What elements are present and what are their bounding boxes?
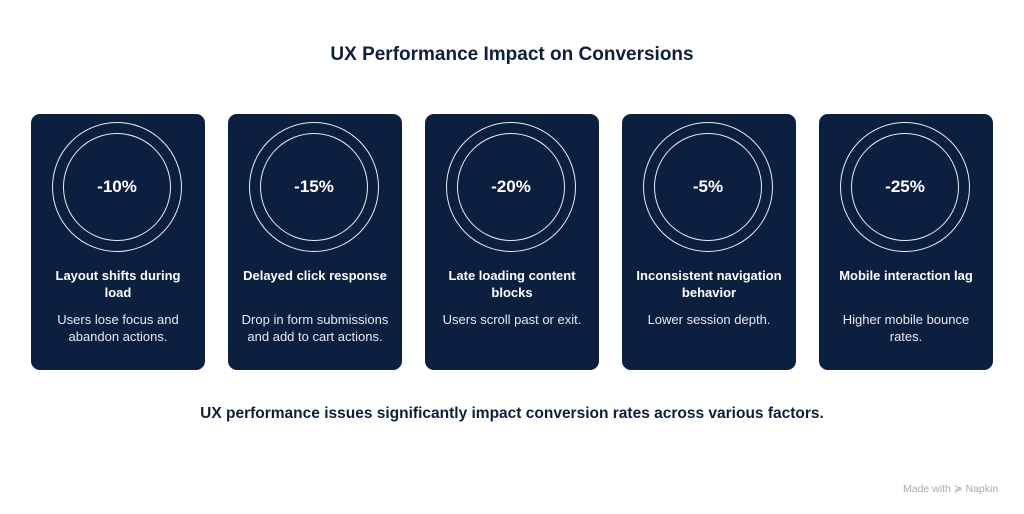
outer-ring xyxy=(446,122,576,252)
impact-value: -25% xyxy=(851,133,959,241)
card-description: Higher mobile bounce rates. xyxy=(842,312,970,344)
impact-card: -20% Late loading content blocks Users scr… xyxy=(425,114,599,370)
impact-card: -10% Layout shifts during load Users lose … xyxy=(31,114,205,370)
impact-value: -15% xyxy=(260,133,368,241)
outer-ring xyxy=(52,122,182,252)
impact-card: -15% Delayed click response Drop in form s… xyxy=(228,114,402,370)
impact-value: -10% xyxy=(63,133,171,241)
impact-card: -5% Inconsistent navigation behavior Lower… xyxy=(622,114,796,370)
card-heading: Inconsistent navigation behavior xyxy=(636,268,782,300)
impact-value: -5% xyxy=(654,133,762,241)
card-description: Drop in form submissions and add to cart… xyxy=(241,312,389,344)
card-heading: Delayed click response xyxy=(243,268,387,283)
card-description: Users scroll past or exit. xyxy=(442,312,582,327)
napkin-branding: Made with ≽ Napkin xyxy=(903,483,999,495)
outer-ring xyxy=(643,122,773,252)
impact-value: -20% xyxy=(457,133,565,241)
outer-ring xyxy=(840,122,970,252)
card-description: Lower session depth. xyxy=(647,312,771,327)
page-title: UX Performance Impact on Conversions xyxy=(330,44,694,65)
impact-card: -25% Mobile interaction lag Higher mobile … xyxy=(819,114,993,370)
card-heading: Mobile interaction lag xyxy=(839,268,973,283)
summary-text: UX performance issues significantly impa… xyxy=(200,405,824,422)
card-heading: Layout shifts during load xyxy=(55,268,181,300)
card-heading: Late loading content blocks xyxy=(448,268,576,300)
outer-ring xyxy=(249,122,379,252)
card-description: Users lose focus and abandon actions. xyxy=(57,312,179,344)
